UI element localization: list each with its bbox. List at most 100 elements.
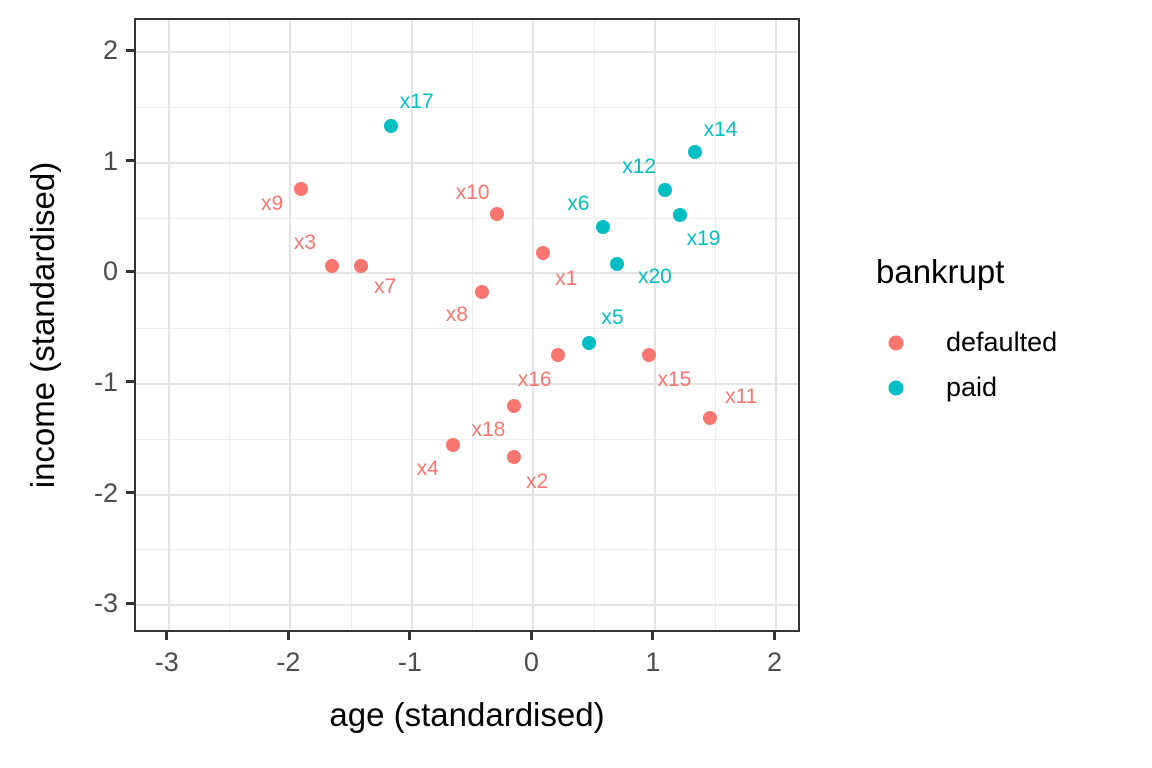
data-point-x11 (702, 411, 717, 426)
data-point-x20 (610, 257, 625, 272)
point-label-x4: x4 (416, 457, 439, 481)
gridline-major-y (136, 382, 798, 385)
x-tick-label: 0 (523, 647, 539, 677)
point-label-x18: x18 (471, 418, 506, 442)
gridline-minor-y (136, 217, 798, 219)
x-tick-label: 1 (645, 647, 661, 677)
gridline-major-x (167, 20, 170, 630)
gridline-major-y (136, 51, 798, 54)
data-point-x14 (688, 144, 703, 159)
legend: bankrupt a defaulted a paid (876, 250, 1146, 410)
gridline-major-y (136, 604, 798, 607)
point-label-x11: x11 (725, 385, 758, 409)
gridline-minor-x (472, 20, 474, 630)
x-tick-mark (408, 632, 412, 640)
gridline-minor-x (229, 20, 231, 630)
data-point-x9 (294, 182, 309, 197)
gridline-minor-y (136, 549, 798, 551)
y-tick-label: 1 (102, 145, 118, 176)
point-label-x2: x2 (525, 470, 549, 494)
gridline-major-y (136, 272, 798, 275)
y-axis-title: income (standardised) (24, 161, 61, 489)
data-point-x17 (384, 119, 399, 134)
point-label-x16: x16 (517, 367, 552, 391)
point-label-x17: x17 (399, 89, 434, 113)
x-axis-title: age (standardised) (329, 696, 605, 733)
data-point-x3 (324, 258, 339, 273)
y-tick-label: -2 (93, 477, 118, 508)
y-tick-label: 2 (102, 35, 118, 66)
gridline-major-x (775, 20, 778, 630)
y-tick-mark (126, 601, 134, 605)
data-point-x6 (595, 219, 610, 234)
data-point-x5 (582, 336, 597, 351)
legend-key-paid: a (876, 373, 916, 403)
point-label-x6: x6 (567, 191, 590, 215)
point-label-x19: x19 (686, 227, 721, 251)
gridline-minor-y (136, 328, 798, 330)
legend-point-icon (888, 380, 904, 395)
legend-items: a defaulted a paid (876, 320, 1146, 410)
legend-item-paid: a paid (876, 365, 1146, 410)
legend-key-defaulted: a (876, 328, 916, 358)
legend-a-glyph: a (890, 375, 902, 398)
x-tick-label: -3 (154, 647, 179, 677)
point-label-x3: x3 (293, 231, 317, 255)
x-tick-label: -2 (276, 647, 301, 677)
y-tick-label: 0 (102, 256, 118, 287)
point-label-x20: x20 (638, 264, 672, 288)
data-point-x16 (550, 348, 565, 363)
legend-label-paid: paid (946, 372, 998, 402)
legend-label-defaulted: defaulted (946, 327, 1058, 357)
y-tick-label: -1 (93, 366, 118, 397)
data-point-x15 (641, 348, 656, 363)
x-tick-label: -1 (397, 647, 422, 677)
x-tick-mark (651, 632, 655, 640)
gridline-major-y (136, 161, 798, 164)
point-label-x10: x10 (455, 180, 490, 204)
data-point-x7 (353, 258, 368, 273)
gridline-minor-x (715, 20, 717, 630)
x-tick-label: 2 (766, 647, 782, 677)
point-label-x7: x7 (374, 274, 397, 298)
point-label-x1: x1 (555, 266, 578, 290)
y-tick-mark (126, 380, 134, 384)
point-label-x14: x14 (703, 117, 738, 141)
point-label-x12: x12 (622, 155, 657, 179)
data-point-x10 (489, 206, 504, 221)
gridline-minor-x (350, 20, 352, 630)
point-label-x9: x9 (261, 191, 284, 215)
gridline-minor-y (136, 438, 798, 440)
y-tick-mark (126, 159, 134, 163)
y-tick-label: -3 (93, 588, 118, 619)
gridline-major-x (289, 20, 292, 630)
point-label-x5: x5 (601, 305, 624, 329)
data-point-x2 (506, 449, 521, 464)
gridline-major-x (410, 20, 413, 630)
legend-point-icon (888, 335, 904, 350)
y-tick-mark (126, 491, 134, 495)
x-tick-mark (772, 632, 776, 640)
plot-panel: x1 x2 x3 x4 x7 x8 x9 x10 x11 x15 x16 x18 x5 x6 x12 x14 x… (134, 18, 800, 632)
gridline-major-x (653, 20, 656, 630)
gridline-minor-x (593, 20, 595, 630)
gridline-major-y (136, 493, 798, 496)
x-tick-mark (165, 632, 169, 640)
point-label-x8: x8 (445, 303, 468, 327)
data-point-x4 (446, 437, 461, 452)
data-point-x12 (657, 183, 672, 198)
legend-a-glyph: a (890, 330, 902, 353)
point-label-x15: x15 (657, 367, 692, 391)
legend-item-defaulted: a defaulted (876, 320, 1146, 365)
gridline-minor-y (136, 106, 798, 108)
data-point-x19 (673, 207, 688, 222)
y-tick-mark (126, 48, 134, 52)
x-tick-mark (286, 632, 290, 640)
legend-title: bankrupt (876, 253, 1005, 290)
data-point-x1 (536, 246, 551, 261)
x-tick-mark (529, 632, 533, 640)
gridline-major-x (532, 20, 535, 630)
data-point-x18 (506, 399, 521, 414)
y-tick-mark (126, 269, 134, 273)
